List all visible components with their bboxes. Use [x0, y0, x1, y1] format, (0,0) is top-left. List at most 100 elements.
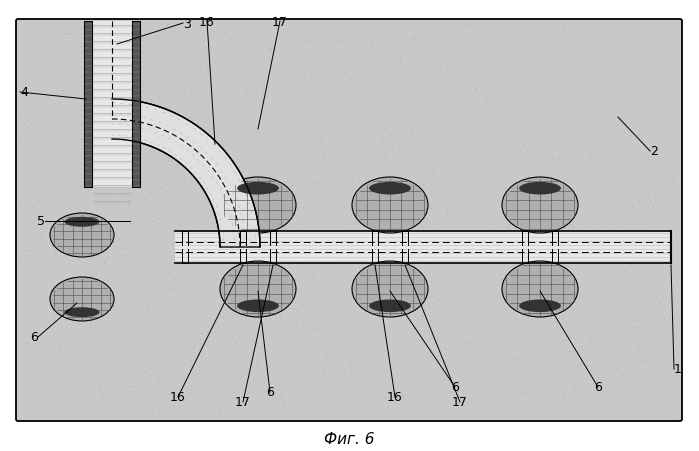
Point — [667, 350, 678, 358]
Point — [85, 307, 96, 314]
Point — [460, 340, 471, 347]
Point — [82, 277, 93, 285]
Point — [368, 221, 380, 229]
Point — [34, 237, 45, 244]
Point — [543, 343, 554, 350]
Point — [434, 377, 445, 384]
Point — [561, 253, 572, 260]
Point — [15, 254, 26, 262]
Point — [261, 109, 272, 116]
Point — [425, 124, 436, 131]
Point — [305, 393, 316, 400]
Point — [405, 179, 416, 186]
Point — [484, 233, 496, 240]
Point — [102, 53, 113, 60]
Point — [533, 225, 545, 232]
Point — [108, 83, 119, 90]
Point — [199, 249, 210, 256]
Point — [355, 120, 366, 127]
Point — [184, 112, 195, 119]
Point — [427, 378, 438, 386]
Point — [75, 202, 86, 209]
Point — [562, 141, 573, 148]
Point — [215, 220, 226, 227]
Point — [482, 242, 493, 249]
Point — [52, 291, 63, 298]
Point — [147, 209, 158, 216]
Point — [69, 295, 80, 302]
Point — [72, 209, 83, 216]
Point — [586, 293, 597, 300]
Point — [587, 298, 598, 305]
Point — [435, 354, 446, 361]
Point — [565, 50, 577, 57]
Point — [314, 384, 325, 391]
Point — [492, 347, 503, 354]
Point — [252, 397, 263, 404]
Point — [643, 408, 654, 415]
Point — [327, 40, 338, 47]
Point — [58, 345, 69, 353]
Point — [402, 111, 413, 119]
Point — [468, 189, 479, 196]
Point — [416, 368, 427, 375]
Point — [298, 238, 309, 245]
Point — [49, 205, 60, 212]
Point — [31, 69, 43, 77]
Point — [171, 343, 182, 350]
Point — [447, 334, 459, 341]
Point — [168, 37, 180, 45]
Point — [117, 175, 128, 182]
Point — [665, 403, 677, 410]
Point — [408, 70, 419, 77]
Point — [21, 297, 32, 304]
Point — [223, 258, 234, 265]
Point — [60, 38, 71, 45]
Point — [173, 228, 185, 235]
Point — [496, 278, 507, 285]
Point — [238, 292, 249, 299]
Point — [217, 20, 229, 28]
Point — [387, 145, 398, 152]
Point — [644, 327, 656, 335]
Point — [149, 194, 160, 201]
Point — [377, 140, 388, 147]
Point — [200, 159, 211, 166]
Point — [603, 175, 614, 183]
Point — [493, 349, 505, 356]
Point — [192, 363, 203, 370]
Point — [294, 191, 305, 198]
Point — [631, 317, 642, 324]
Point — [280, 222, 291, 229]
Text: 6: 6 — [594, 381, 602, 394]
Point — [459, 72, 470, 79]
Point — [473, 373, 484, 380]
Point — [599, 377, 610, 384]
Point — [512, 207, 524, 215]
Point — [245, 133, 256, 140]
Point — [302, 25, 313, 32]
Point — [456, 218, 468, 225]
Point — [206, 298, 217, 305]
Point — [240, 367, 251, 374]
Point — [582, 322, 593, 330]
Point — [370, 110, 381, 118]
Point — [75, 120, 87, 127]
Point — [452, 148, 463, 156]
Point — [624, 188, 635, 195]
Point — [653, 151, 664, 158]
Point — [233, 346, 244, 353]
Point — [333, 389, 345, 396]
Point — [670, 199, 681, 206]
Point — [554, 97, 565, 104]
Point — [658, 287, 670, 294]
Point — [154, 218, 165, 225]
Point — [76, 369, 87, 376]
Point — [562, 405, 573, 412]
Point — [451, 61, 462, 69]
Point — [205, 83, 216, 90]
Point — [521, 310, 532, 317]
Point — [41, 28, 52, 35]
Point — [345, 364, 356, 371]
Point — [169, 276, 180, 283]
